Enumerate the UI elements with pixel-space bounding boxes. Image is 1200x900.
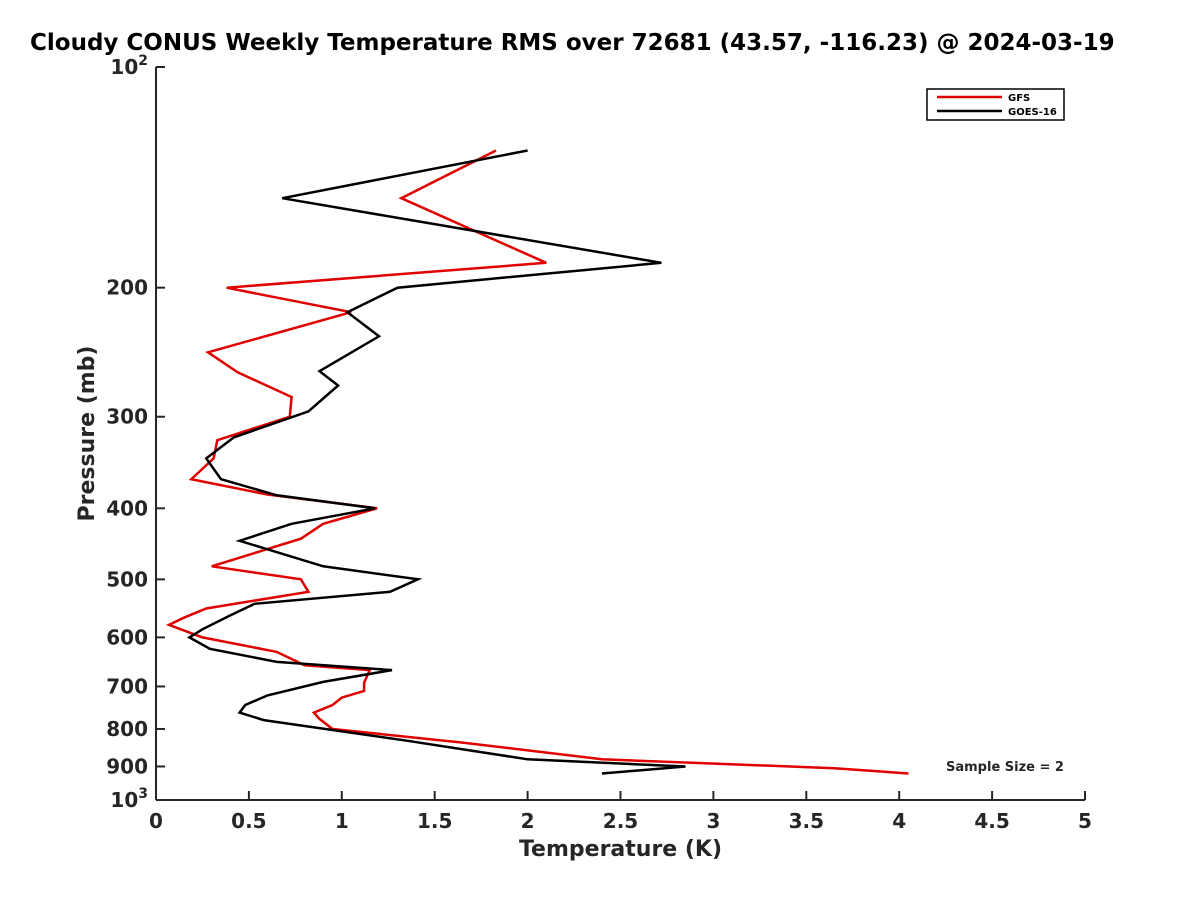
y-tick-label: 200 <box>106 276 148 300</box>
x-axis-label: Temperature (K) <box>519 837 722 862</box>
sample-size-annotation: Sample Size = 2 <box>946 760 1064 775</box>
x-tick-label: 4 <box>892 809 906 833</box>
y-tick-label: 700 <box>106 674 148 698</box>
y-tick-label: 500 <box>106 567 148 591</box>
series-line-goes-16 <box>186 149 686 775</box>
y-tick-label: 900 <box>106 754 148 778</box>
series-layer <box>165 149 909 775</box>
legend-label-gfs: GFS <box>1008 93 1030 104</box>
x-ticks: 0 0.5 1 1.5 2 2.5 3 3.5 4 4.5 5 <box>149 791 1092 833</box>
x-tick-label: 1.5 <box>417 809 452 833</box>
y-ticks: 102 200 300 400 500 600 700 800 900 103 <box>106 53 165 812</box>
legend: GFS GOES-16 <box>926 88 1065 121</box>
x-tick-label: 5 <box>1078 809 1092 833</box>
legend-label-goes-16: GOES-16 <box>1008 107 1057 118</box>
y-tick-label: 600 <box>106 625 148 649</box>
x-tick-label: 3.5 <box>789 809 824 833</box>
y-tick-label: 400 <box>106 496 148 520</box>
x-tick-label: 2.5 <box>603 809 638 833</box>
x-tick-label: 4.5 <box>974 809 1009 833</box>
y-tick-label: 800 <box>106 717 148 741</box>
chart-title: Cloudy CONUS Weekly Temperature RMS over… <box>30 30 1115 56</box>
x-tick-label: 0 <box>149 809 163 833</box>
x-tick-label: 3 <box>706 809 720 833</box>
y-tick-label: 300 <box>106 405 148 429</box>
y-axis-label: Pressure (mb) <box>75 346 100 522</box>
x-tick-label: 1 <box>335 809 349 833</box>
x-tick-label: 0.5 <box>231 809 266 833</box>
axes-layer <box>155 67 1085 801</box>
series-line-gfs <box>165 149 909 775</box>
y-tick-label: 103 <box>110 786 148 812</box>
x-tick-label: 2 <box>521 809 535 833</box>
y-tick-label: 102 <box>110 53 148 79</box>
legend-box <box>926 88 1065 121</box>
